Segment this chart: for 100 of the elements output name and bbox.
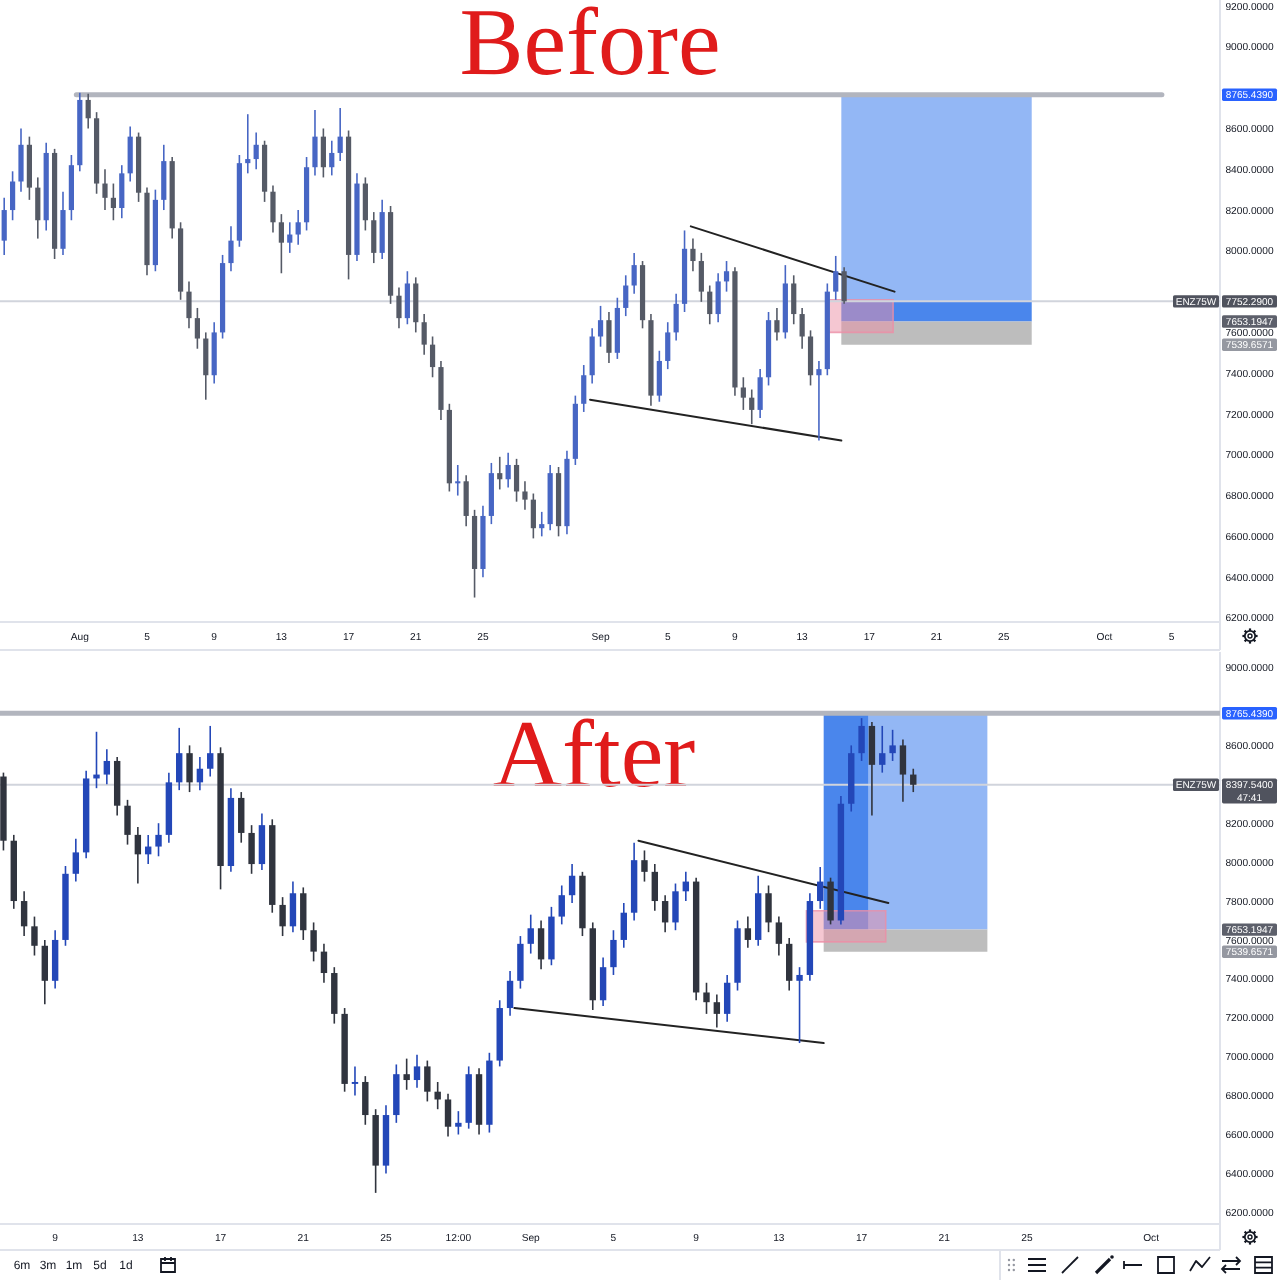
candlestick xyxy=(72,837,80,883)
candlestick xyxy=(434,1081,441,1111)
candlestick xyxy=(597,305,604,348)
candlestick xyxy=(690,237,696,273)
candlestick xyxy=(51,929,59,990)
candlestick xyxy=(393,1063,400,1124)
candlestick xyxy=(161,143,167,211)
candlestick xyxy=(176,727,183,791)
candlestick xyxy=(910,767,917,793)
candlestick xyxy=(505,451,511,489)
candlestick xyxy=(31,915,38,957)
candlestick xyxy=(362,176,368,232)
candlestick xyxy=(488,462,494,525)
candlestick xyxy=(868,721,876,817)
candlestick xyxy=(207,725,214,778)
candlestick xyxy=(816,360,822,442)
candlestick xyxy=(396,286,402,330)
candlestick xyxy=(522,480,528,511)
candlestick xyxy=(641,849,648,883)
candlestick xyxy=(497,456,503,491)
candlestick xyxy=(248,824,255,875)
candlestick xyxy=(102,168,108,211)
candlestick xyxy=(661,894,669,933)
candlestick xyxy=(245,113,251,175)
candlestick xyxy=(841,266,847,305)
candlestick xyxy=(270,184,276,234)
candlestick xyxy=(623,274,629,317)
text: After xyxy=(492,702,696,808)
candlestick xyxy=(455,1110,462,1136)
candlestick xyxy=(438,360,444,421)
candlestick xyxy=(413,1053,421,1089)
candlestick xyxy=(774,307,780,342)
candlestick xyxy=(278,213,284,275)
candlestick xyxy=(41,939,49,1005)
candlestick xyxy=(404,270,410,326)
candlestick xyxy=(1,197,7,256)
candlestick xyxy=(279,896,286,937)
candlestick xyxy=(558,884,565,926)
candlestick xyxy=(765,884,772,933)
candlestick xyxy=(300,886,307,941)
candlestick xyxy=(228,225,234,273)
candlestick xyxy=(35,176,41,240)
candlestick xyxy=(337,107,343,162)
candlestick xyxy=(754,874,762,947)
candlestick xyxy=(713,993,721,1029)
candlestick xyxy=(463,474,469,527)
candlestick xyxy=(513,458,520,503)
candlestick xyxy=(258,812,266,871)
candlestick xyxy=(211,321,217,385)
candlestick xyxy=(599,956,607,1007)
candlestick xyxy=(723,260,730,293)
candlestick xyxy=(371,211,377,264)
candlestick xyxy=(310,921,317,963)
candlestick xyxy=(403,1057,410,1091)
candlestick xyxy=(537,919,545,970)
candlestick xyxy=(10,170,16,222)
candlestick xyxy=(665,321,671,370)
candlestick xyxy=(238,791,245,844)
candlestick xyxy=(631,252,637,295)
candlestick xyxy=(413,276,419,334)
candlestick xyxy=(119,164,125,220)
candlestick xyxy=(155,822,162,858)
candlestick xyxy=(707,284,713,326)
candlestick xyxy=(379,199,385,260)
candlestick xyxy=(568,863,576,904)
candlestick xyxy=(295,209,301,246)
candlestick xyxy=(703,981,710,1015)
candlestick xyxy=(261,139,268,203)
candlestick xyxy=(899,738,907,803)
candlestick xyxy=(103,748,111,786)
candlestick xyxy=(791,274,797,326)
candlestick xyxy=(351,1065,359,1097)
candlestick xyxy=(817,866,824,910)
candlestick xyxy=(698,252,704,303)
candlestick xyxy=(833,255,839,301)
candlestick xyxy=(194,307,200,350)
candlestick xyxy=(610,929,617,976)
candlestick xyxy=(186,744,193,793)
candlestick xyxy=(429,335,436,379)
candlestick xyxy=(362,1075,369,1126)
candlestick xyxy=(889,729,896,762)
candlestick xyxy=(620,902,627,949)
candlestick xyxy=(506,970,514,1017)
candlestick xyxy=(673,292,679,342)
candlestick xyxy=(786,937,793,992)
candlestick xyxy=(312,109,318,177)
candlestick xyxy=(68,154,74,222)
candlestick xyxy=(186,280,192,330)
candlestick xyxy=(749,388,755,425)
candlestick xyxy=(253,131,259,171)
candlestick xyxy=(20,890,28,937)
candlestick xyxy=(424,1059,431,1103)
candlestick xyxy=(331,966,338,1025)
candlestick xyxy=(127,125,133,183)
candlestick xyxy=(517,935,524,990)
candlestick xyxy=(723,974,731,1023)
candlestick xyxy=(807,329,814,387)
candlestick xyxy=(827,876,834,926)
candlestick xyxy=(757,368,763,419)
candlestick xyxy=(539,511,545,538)
